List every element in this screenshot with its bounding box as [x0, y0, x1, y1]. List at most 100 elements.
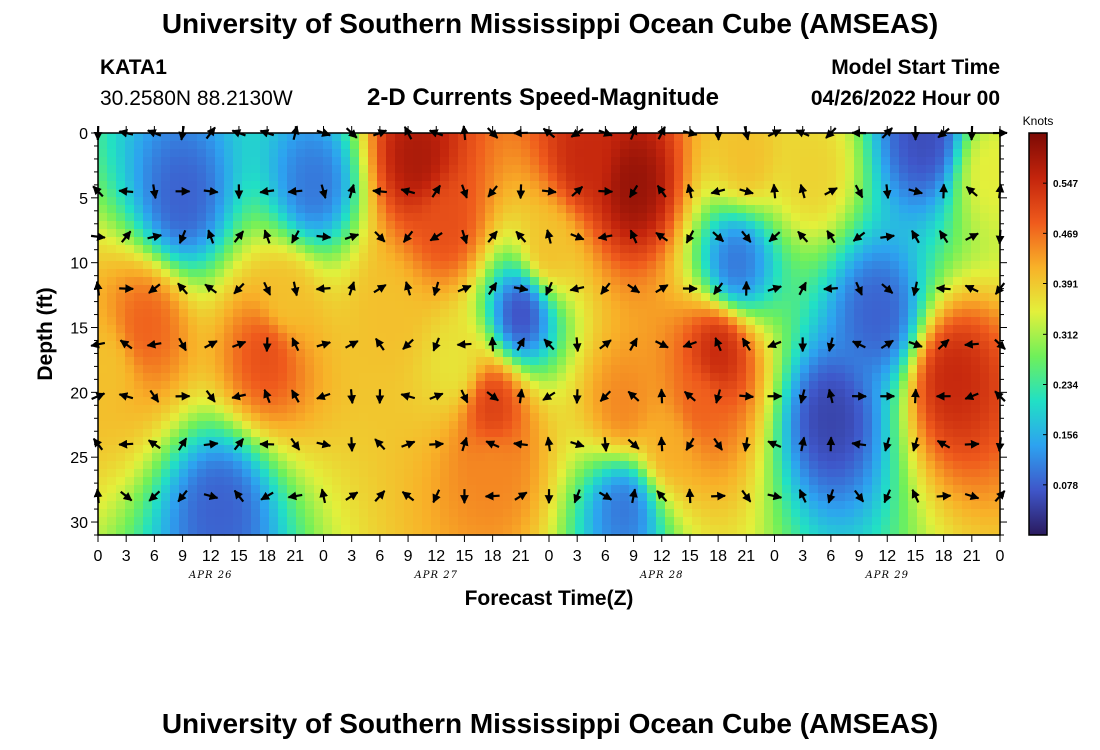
current-vector-arrow [541, 186, 557, 196]
current-vector-arrow [206, 229, 216, 244]
y-tick-label: 30 [70, 515, 88, 532]
colorbar-tick-label: 0.156 [1053, 431, 1078, 442]
current-vector-arrow [599, 339, 612, 350]
current-vector-arrow [570, 232, 585, 241]
current-vector-arrow [938, 230, 949, 244]
current-vector-arrow [542, 391, 556, 401]
x-tick-label: 15 [456, 548, 474, 565]
current-vector-arrow [149, 389, 160, 403]
current-vector-arrow [852, 231, 866, 242]
current-vector-arrow [768, 231, 781, 243]
current-vector-arrow [259, 186, 275, 196]
current-vector-arrow [882, 184, 892, 200]
current-vector-arrow [262, 337, 272, 353]
model-start-label: Model Start Time [831, 56, 1000, 79]
current-vector-arrow [826, 230, 836, 244]
current-vector-arrow [484, 491, 500, 501]
current-vector-arrow [485, 440, 500, 449]
x-tick-label: 6 [826, 548, 835, 565]
current-vector-arrow [459, 436, 469, 452]
current-vector-arrow [545, 281, 554, 296]
current-vector-arrow [629, 229, 638, 244]
current-vector-arrow [177, 282, 188, 295]
current-vector-arrow [964, 491, 980, 501]
current-vector-arrow [287, 186, 303, 196]
page-title: University of Southern Mississippi Ocean… [161, 8, 939, 39]
current-vector-arrow [203, 439, 219, 449]
current-vector-arrow [851, 439, 867, 449]
current-vector-arrow [826, 388, 836, 404]
current-vector-arrow [457, 284, 472, 294]
x-tick-label: 6 [150, 548, 159, 565]
current-vector-arrow [657, 388, 667, 404]
current-vector-arrow [487, 185, 498, 198]
current-vector-arrow [964, 284, 979, 293]
current-vector-arrow [374, 337, 385, 351]
y-tick-label: 20 [70, 385, 88, 402]
current-vector-arrow [486, 391, 499, 402]
current-vector-arrow [374, 490, 386, 503]
current-vector-arrow [685, 488, 695, 504]
current-vector-arrow [290, 230, 300, 244]
current-vector-arrow [402, 230, 414, 243]
current-vector-arrow [883, 489, 892, 504]
current-vector-arrow [629, 488, 638, 504]
current-vector-arrow [487, 281, 498, 296]
current-vector-arrow [569, 284, 585, 293]
current-vector-arrow [741, 230, 752, 243]
current-vector-arrow [798, 183, 808, 199]
current-vector-arrow [570, 439, 585, 449]
station-id: KATA1 [100, 56, 167, 79]
colorbar-tick-label: 0.312 [1053, 330, 1078, 341]
current-vector-arrow [741, 489, 752, 503]
current-vector-arrow [685, 230, 695, 244]
current-vector-arrow [572, 337, 582, 353]
current-vector-arrow [599, 390, 612, 402]
current-vector-arrow [854, 281, 863, 296]
x-tick-label: 12 [878, 548, 896, 565]
model-start-value: 04/26/2022 Hour 00 [810, 87, 1000, 110]
current-vector-arrow [178, 337, 187, 352]
x-tick-label: 3 [122, 548, 131, 565]
current-vector-arrow [515, 230, 527, 243]
x-tick-label: 6 [601, 548, 610, 565]
current-vector-arrow [573, 489, 582, 504]
x-tick-label: 3 [798, 548, 807, 565]
current-vector-arrow [911, 281, 920, 297]
current-vector-arrow [628, 184, 639, 199]
current-vector-arrow [373, 283, 387, 294]
current-vector-arrow [118, 187, 134, 196]
current-vector-arrow [851, 340, 866, 349]
current-vector-arrow [177, 437, 188, 451]
current-vector-arrow [543, 338, 555, 351]
current-vector-arrow [823, 284, 838, 293]
date-label: APR 28 [639, 570, 683, 581]
current-vector-arrow [739, 186, 754, 196]
current-vector-arrow [685, 437, 695, 451]
x-tick-label: 18 [709, 548, 727, 565]
colorbar-tick-label: 0.469 [1053, 229, 1078, 240]
current-vector-arrow [287, 491, 303, 501]
x-tick-label: 3 [573, 548, 582, 565]
current-vector-arrow [512, 439, 528, 449]
chart-subtitle: 2-D Currents Speed-Magnitude [367, 84, 720, 111]
current-vector-arrow [120, 230, 132, 243]
current-vector-arrow [937, 338, 950, 350]
current-vector-arrow [372, 187, 387, 196]
current-vector-arrow [513, 284, 529, 293]
current-vector-arrow [544, 229, 554, 244]
current-vector-arrow [148, 283, 161, 294]
x-tick-label: 18 [484, 548, 502, 565]
current-vector-arrow [516, 388, 526, 404]
current-vector-arrow [260, 491, 274, 501]
current-vector-arrow [911, 437, 920, 452]
current-vector-arrow [964, 439, 980, 449]
x-tick-label: 0 [319, 548, 328, 565]
current-vector-arrow [347, 281, 356, 296]
current-vector-arrow [204, 340, 218, 349]
current-vector-arrow [429, 232, 443, 242]
current-vector-arrow [347, 183, 356, 199]
x-tick-label: 0 [770, 548, 779, 565]
y-tick-label: 15 [70, 321, 88, 338]
x-tick-label: 21 [963, 548, 981, 565]
